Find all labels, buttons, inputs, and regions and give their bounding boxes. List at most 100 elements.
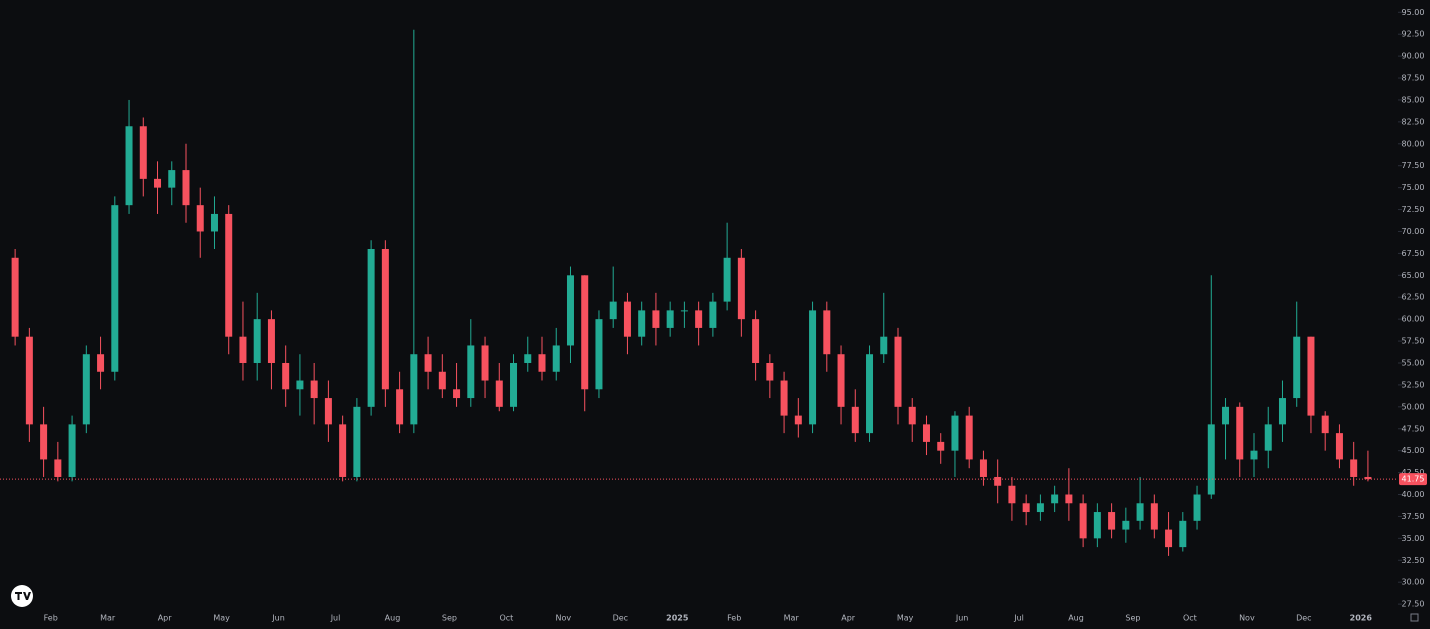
y-tick-label: 72.50 bbox=[1402, 205, 1425, 214]
candle-body bbox=[1150, 503, 1158, 530]
candle-body bbox=[68, 424, 76, 477]
candle-body bbox=[1364, 476, 1372, 480]
x-tick-label: Mar bbox=[784, 614, 800, 623]
candle-body bbox=[965, 415, 973, 460]
x-tick-label: Sep bbox=[442, 614, 457, 623]
x-tick-label: Nov bbox=[556, 614, 572, 623]
candle-body bbox=[709, 301, 717, 328]
candle-body bbox=[139, 126, 147, 179]
y-tick-label: 47.50 bbox=[1402, 424, 1425, 433]
y-tick-label: 55.00 bbox=[1402, 358, 1425, 367]
y-tick-label: 77.50 bbox=[1402, 161, 1425, 170]
candle-body bbox=[1222, 406, 1230, 425]
settings-icon[interactable] bbox=[1410, 613, 1419, 622]
candle-body bbox=[310, 380, 318, 399]
candle-body bbox=[467, 345, 475, 399]
candle-body bbox=[410, 354, 418, 425]
candle-body bbox=[979, 459, 987, 477]
x-tick-label: Oct bbox=[1183, 614, 1197, 623]
candle-body bbox=[666, 310, 674, 328]
y-tick-label: 30.00 bbox=[1402, 578, 1425, 587]
candle-body bbox=[595, 319, 603, 390]
candle-body bbox=[1008, 485, 1016, 504]
candle-body bbox=[1250, 450, 1258, 460]
candle-body bbox=[111, 205, 119, 372]
candle-body bbox=[510, 362, 518, 407]
candle-body bbox=[339, 424, 347, 477]
candle-body bbox=[609, 301, 617, 320]
candle-body bbox=[1093, 512, 1101, 539]
candle-body bbox=[396, 389, 404, 425]
candle-body bbox=[638, 310, 646, 337]
x-tick-label: 2025 bbox=[666, 614, 689, 623]
candle-body bbox=[623, 301, 631, 337]
candle-body bbox=[1293, 336, 1301, 399]
y-tick-label: 60.00 bbox=[1402, 315, 1425, 324]
candle-body bbox=[210, 213, 218, 232]
y-tick-label: 95.00 bbox=[1402, 8, 1425, 17]
candle-body bbox=[1079, 503, 1087, 539]
candle-body bbox=[97, 354, 105, 372]
candle-body bbox=[1065, 494, 1073, 504]
candle-body bbox=[566, 275, 574, 346]
x-tick-label: May bbox=[897, 614, 914, 623]
y-tick-label: 85.00 bbox=[1402, 95, 1425, 104]
x-tick-label: Jun bbox=[955, 614, 969, 623]
plot: 27.50 30.00 32.50 35.00 37.50 40.00 42.50 45.00… bbox=[0, 8, 1427, 623]
candle-body bbox=[794, 415, 802, 425]
x-tick-label: Aug bbox=[1068, 614, 1084, 623]
x-tick-label: Oct bbox=[499, 614, 513, 623]
candle-body bbox=[225, 213, 233, 337]
x-tick-label: Feb bbox=[44, 614, 58, 623]
x-tick-label: Jul bbox=[1013, 614, 1024, 623]
candle-body bbox=[780, 380, 788, 416]
candle-body bbox=[239, 336, 247, 363]
candle-body bbox=[894, 336, 902, 407]
y-tick-label: 45.00 bbox=[1402, 446, 1425, 455]
y-tick-label: 32.50 bbox=[1402, 556, 1425, 565]
candle-body bbox=[1136, 503, 1144, 521]
candle-body bbox=[367, 249, 375, 407]
candle-body bbox=[1335, 433, 1343, 460]
y-tick-label: 57.50 bbox=[1402, 337, 1425, 346]
x-tick-label: Dec bbox=[613, 614, 628, 623]
y-tick-label: 80.00 bbox=[1402, 139, 1425, 148]
y-tick-label: 52.50 bbox=[1402, 380, 1425, 389]
candle-body bbox=[196, 205, 204, 232]
y-tick-label: 40.00 bbox=[1402, 490, 1425, 499]
candle-body bbox=[809, 310, 817, 425]
candle-body bbox=[1179, 520, 1187, 548]
candle-body bbox=[125, 126, 133, 206]
x-tick-label: Dec bbox=[1296, 614, 1311, 623]
candle-body bbox=[1193, 494, 1201, 521]
candle-body bbox=[495, 380, 503, 407]
y-tick-label: 65.00 bbox=[1402, 271, 1425, 280]
candle-body bbox=[922, 424, 930, 442]
y-tick-label: 27.50 bbox=[1402, 600, 1425, 609]
candle-body bbox=[54, 459, 62, 477]
candle-body bbox=[552, 345, 560, 372]
y-tick-label: 90.00 bbox=[1402, 52, 1425, 61]
tv-logo bbox=[11, 585, 33, 607]
candle-body bbox=[282, 362, 290, 390]
y-tick-label: 82.50 bbox=[1402, 117, 1425, 126]
candle-body bbox=[581, 275, 589, 390]
candle-body bbox=[680, 310, 688, 312]
y-tick-label: 87.50 bbox=[1402, 74, 1425, 83]
y-tick-label: 62.50 bbox=[1402, 293, 1425, 302]
candle-body bbox=[453, 389, 461, 399]
candle-body bbox=[880, 336, 888, 355]
candle-body bbox=[25, 336, 33, 425]
candle-body bbox=[296, 380, 304, 390]
y-tick-label: 70.00 bbox=[1402, 227, 1425, 236]
x-tick-label: Apr bbox=[158, 614, 173, 623]
candle-body bbox=[937, 441, 945, 451]
candle-body bbox=[324, 398, 332, 425]
y-tick-label: 92.50 bbox=[1402, 30, 1425, 39]
candle-body bbox=[908, 406, 916, 425]
candle-body bbox=[851, 406, 859, 434]
candle-body bbox=[154, 178, 162, 188]
candle-body bbox=[766, 362, 774, 381]
